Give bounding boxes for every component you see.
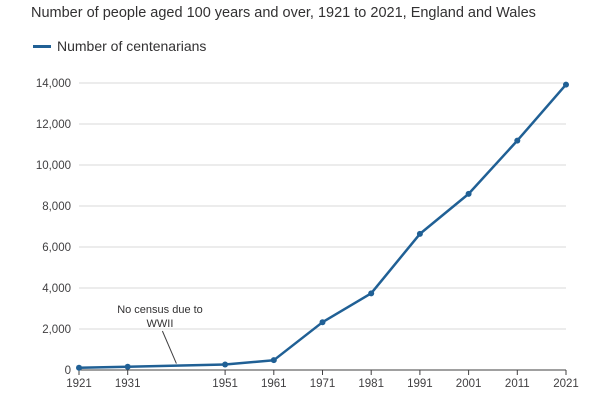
x-tick-label: 2011 [505,378,530,390]
x-tick-label: 1991 [407,378,433,390]
y-tick-label: 0 [65,365,71,377]
x-tick-label: 1981 [358,378,384,390]
data-point [514,137,521,144]
x-tick-label: 1971 [310,378,336,390]
data-point [222,361,229,368]
y-tick-label: 4,000 [42,283,71,295]
legend-label: Number of centenarians [57,38,207,54]
data-point [319,319,326,326]
annotation-pointer [161,330,177,364]
y-tick-label: 6,000 [42,242,71,254]
x-tick-label: 1961 [261,378,287,390]
x-tick-label: 2001 [456,378,482,390]
data-point [270,357,277,364]
y-tick-label: 12,000 [36,119,71,131]
series-centenarians [76,81,569,371]
chart-title: Number of people aged 100 years and over… [31,5,536,21]
data-point [76,364,82,371]
legend: Number of centenarians [33,38,206,54]
y-tick-label: 14,000 [36,78,71,90]
axes [78,369,567,375]
annotation-text-line1: No census due to [117,304,203,316]
x-tick-labels: 1921 1931 1951 1961 1971 1981 1991 2001 2011 2021 [66,378,579,390]
x-tick-label: 2021 [553,378,579,390]
series-line [78,83,567,369]
y-tick-label: 8,000 [42,201,71,213]
annotation-text-line2: WWII [147,318,174,330]
x-tick-label: 1921 [66,378,92,390]
legend-swatch [33,44,51,48]
annotation: No census due to WWII [117,304,203,364]
x-tick-label: 1951 [212,378,238,390]
y-tick-label: 10,000 [36,160,71,172]
grid-lines [79,82,566,330]
data-point [368,290,375,297]
data-point [124,363,131,370]
data-point [465,190,472,197]
y-tick-labels: 0 2,000 4,000 6,000 8,000 10,000 12,000 14,000 [36,78,71,377]
x-tick-label: 1931 [115,378,141,390]
data-point [563,81,569,88]
y-tick-label: 2,000 [42,324,71,336]
data-point [416,230,423,237]
